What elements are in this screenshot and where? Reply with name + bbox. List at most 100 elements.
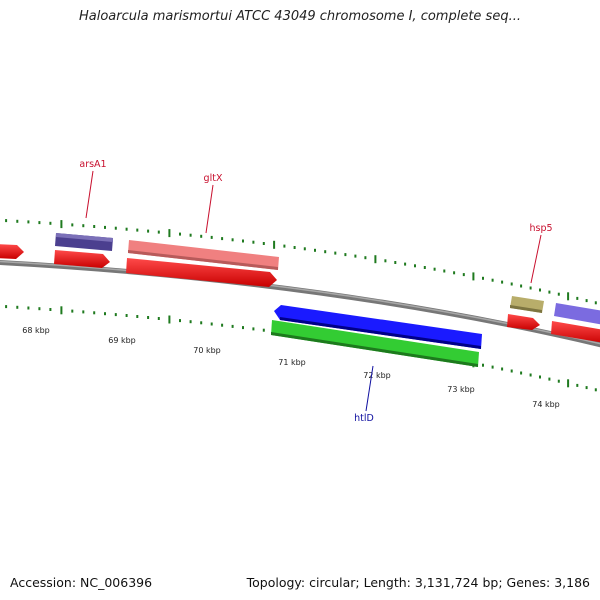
major-tick xyxy=(567,292,570,301)
gene-label-hsp5[interactable]: hsp5 xyxy=(529,223,552,234)
gene-htlD-shadow xyxy=(280,317,481,349)
gene-htlD[interactable] xyxy=(274,305,482,349)
scale-label: 71 kbp xyxy=(278,358,306,367)
minor-tick xyxy=(548,377,551,381)
map-title: Haloarcula marismortui ATCC 43049 chromo… xyxy=(79,9,521,24)
gene-label-arsA1[interactable]: arsA1 xyxy=(79,159,106,170)
minor-tick xyxy=(585,299,588,303)
minor-tick xyxy=(221,237,224,241)
scale-labels: 68 kbp 69 kbp 70 kbp 71 kbp 72 kbp 73 kbp 74 k… xyxy=(22,326,560,409)
minor-tick xyxy=(179,232,181,236)
gene-green[interactable] xyxy=(271,320,479,367)
gene-green-shadow xyxy=(271,332,478,367)
cds-arrow[interactable] xyxy=(54,250,110,268)
minor-tick xyxy=(491,365,494,369)
minor-tick xyxy=(364,256,367,260)
minor-tick xyxy=(414,264,416,268)
scale-label: 72 kbp xyxy=(363,371,391,380)
minor-tick xyxy=(491,278,494,282)
gene-gltX-shadow xyxy=(128,250,278,270)
minor-tick xyxy=(200,321,203,325)
minor-tick xyxy=(252,240,255,244)
minor-tick xyxy=(576,296,579,300)
minor-tick xyxy=(482,276,484,280)
minor-tick xyxy=(354,254,357,258)
cds-arrow[interactable] xyxy=(507,314,540,330)
minor-tick xyxy=(210,235,213,239)
minor-tick xyxy=(82,224,85,228)
minor-tick xyxy=(443,269,446,273)
minor-tick xyxy=(93,311,96,315)
minor-tick xyxy=(147,316,150,319)
minor-tick xyxy=(125,227,128,231)
minor-tick xyxy=(539,375,541,379)
minor-tick xyxy=(510,282,513,286)
minor-tick xyxy=(221,323,224,327)
cds-arrow[interactable] xyxy=(126,258,277,287)
gene-label-leaders xyxy=(85,170,542,412)
gene-features xyxy=(55,233,600,367)
scale-label: 74 kbp xyxy=(532,400,560,409)
gene-label-gltX[interactable]: gltX xyxy=(204,173,223,184)
minor-tick xyxy=(27,220,30,224)
minor-tick xyxy=(594,301,597,305)
gene-arsA1-highlight xyxy=(56,233,113,242)
scale-label: 70 kbp xyxy=(193,346,221,355)
minor-tick xyxy=(394,261,397,264)
minor-tick xyxy=(520,284,523,288)
minor-tick xyxy=(242,239,244,243)
gene-labels: arsA1 gltX hsp5 htlD xyxy=(79,159,552,424)
minor-tick xyxy=(433,267,436,271)
cds-arrow[interactable] xyxy=(551,321,600,344)
minor-tick xyxy=(136,315,139,318)
leader-gltX xyxy=(205,184,214,234)
minor-tick xyxy=(303,247,306,251)
cds-arrow[interactable] xyxy=(0,244,24,259)
minor-tick xyxy=(179,319,181,323)
minor-tick xyxy=(501,280,504,284)
minor-tick xyxy=(529,373,532,377)
minor-tick xyxy=(548,290,551,294)
minor-tick xyxy=(557,379,560,383)
minor-tick xyxy=(210,322,213,326)
leader-htlD xyxy=(365,365,374,412)
minor-tick xyxy=(262,242,265,245)
summary-text: Topology: circular; Length: 3,131,724 bp… xyxy=(246,575,590,590)
minor-tick xyxy=(49,221,52,225)
minor-tick xyxy=(344,253,347,257)
minor-tick xyxy=(453,271,456,275)
minor-tick xyxy=(404,262,407,266)
leader-arsA1 xyxy=(85,170,94,219)
major-tick xyxy=(168,229,171,238)
minor-tick xyxy=(38,221,41,225)
minor-tick xyxy=(71,223,74,227)
minor-tick xyxy=(231,324,234,328)
minor-tick xyxy=(16,305,19,309)
minor-tick xyxy=(585,386,588,390)
major-tick xyxy=(567,379,570,388)
minor-tick xyxy=(114,226,117,230)
minor-tick xyxy=(147,229,150,233)
minor-tick xyxy=(324,250,327,254)
minor-tick xyxy=(539,288,541,292)
major-tick xyxy=(168,315,171,324)
cds-forward-track xyxy=(0,244,600,344)
major-tick xyxy=(60,220,63,229)
minor-tick xyxy=(189,233,192,237)
minor-tick xyxy=(104,225,106,229)
minor-tick xyxy=(384,259,387,263)
leader-hsp5 xyxy=(530,234,542,284)
minor-tick xyxy=(157,317,160,320)
minor-tick xyxy=(283,244,286,248)
minor-tick xyxy=(334,251,337,255)
gene-purple[interactable] xyxy=(554,303,600,326)
minor-tick xyxy=(293,246,296,249)
minor-tick xyxy=(114,313,117,317)
minor-tick xyxy=(482,363,484,367)
minor-tick xyxy=(501,367,504,371)
minor-tick xyxy=(557,292,560,296)
gene-label-htlD[interactable]: htlD xyxy=(354,413,374,424)
gene-gltX[interactable] xyxy=(128,240,279,270)
major-tick xyxy=(60,306,63,315)
